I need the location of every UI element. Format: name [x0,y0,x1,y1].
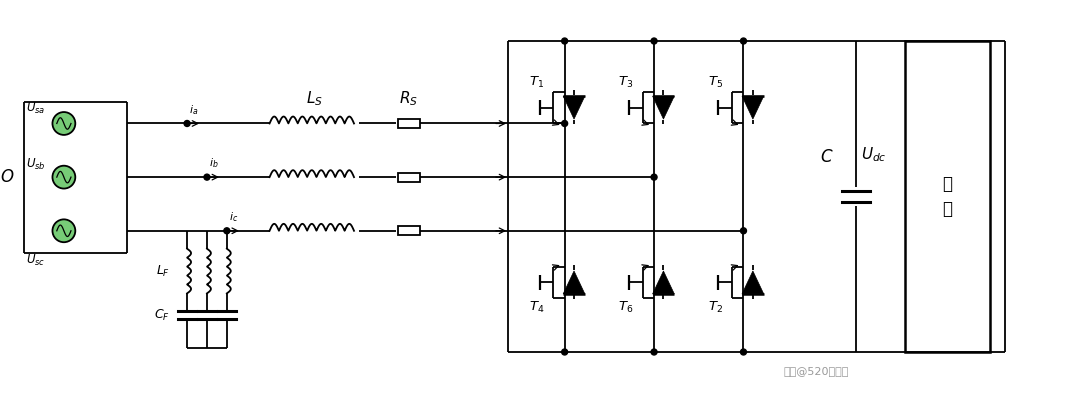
Text: $R_S$: $R_S$ [400,90,418,108]
Polygon shape [652,271,674,294]
Polygon shape [742,96,764,119]
Text: $O$: $O$ [0,168,14,186]
Text: $U_{sa}$: $U_{sa}$ [26,100,45,115]
Text: $U_{sc}$: $U_{sc}$ [26,253,45,268]
Circle shape [741,38,746,44]
Bar [397,173,419,182]
Text: $U_{dc}$: $U_{dc}$ [861,145,887,164]
Circle shape [651,38,657,44]
Text: $i_c$: $i_c$ [229,210,239,224]
Circle shape [184,120,190,126]
Text: $T_1$: $T_1$ [529,75,544,90]
Bar [905,41,990,352]
Text: $T_3$: $T_3$ [618,75,634,90]
Text: $i_a$: $i_a$ [189,103,199,117]
Text: 知乎@520实验室: 知乎@520实验室 [783,366,849,376]
Circle shape [53,219,76,242]
Circle shape [741,349,746,355]
Bar [397,119,419,128]
Circle shape [53,166,76,188]
Text: 载: 载 [943,200,953,218]
Polygon shape [563,96,585,119]
Text: $T_6$: $T_6$ [618,300,634,315]
Circle shape [224,228,230,234]
Circle shape [204,174,210,180]
Text: $C_F$: $C_F$ [154,308,171,323]
Circle shape [562,349,568,355]
Bar [397,226,419,235]
Circle shape [562,120,568,126]
Text: $T_2$: $T_2$ [707,300,723,315]
Polygon shape [652,96,674,119]
Text: $L_S$: $L_S$ [306,90,323,108]
Text: $L_F$: $L_F$ [157,263,171,278]
Text: $T_4$: $T_4$ [529,300,544,315]
Text: 负: 负 [943,175,953,193]
Circle shape [562,38,568,44]
Polygon shape [563,271,585,294]
Circle shape [651,174,657,180]
Text: $U_{sb}$: $U_{sb}$ [26,157,45,172]
Text: $i_b$: $i_b$ [210,156,219,170]
Text: $T_5$: $T_5$ [707,75,723,90]
Text: $C$: $C$ [821,148,834,166]
Circle shape [53,112,76,135]
Circle shape [651,349,657,355]
Circle shape [741,228,746,234]
Polygon shape [742,271,764,294]
